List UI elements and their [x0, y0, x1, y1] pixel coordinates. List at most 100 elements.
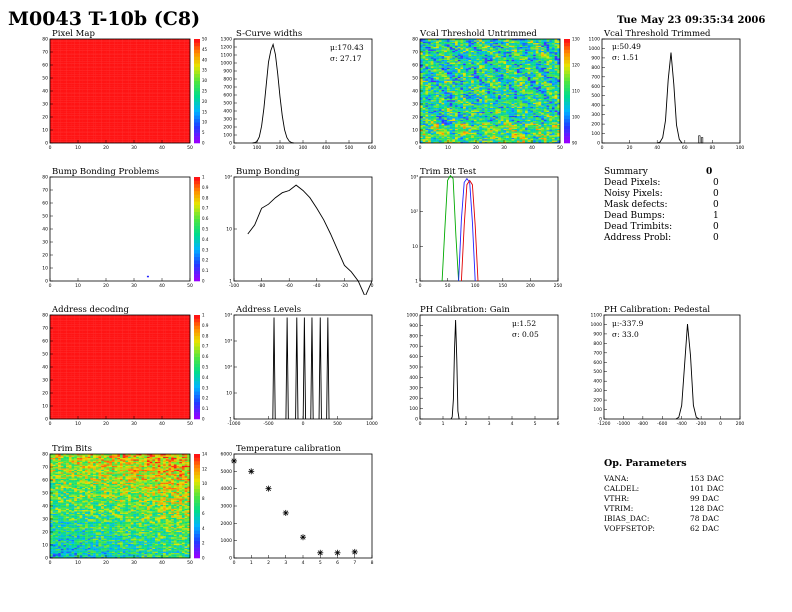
heatmap-cell — [50, 106, 53, 109]
heatmap-cell — [106, 106, 110, 109]
heatmap-cell — [93, 39, 96, 41]
heatmap-cell — [449, 139, 453, 141]
heatmap-cell — [141, 97, 145, 99]
heatmap-cell — [181, 42, 185, 45]
heatmap-cell — [87, 74, 91, 76]
heatmap-cell — [433, 137, 437, 140]
heatmap-cell — [155, 45, 158, 47]
heatmap-cell — [114, 97, 118, 99]
heatmap-cell — [95, 137, 99, 140]
heatmap-cell — [484, 128, 488, 131]
heatmap-cell — [101, 80, 104, 83]
heatmap-cell — [133, 137, 137, 140]
heatmap-cell — [136, 54, 139, 57]
heatmap-cell — [179, 126, 183, 128]
heatmap-cell — [471, 133, 474, 136]
heatmap-cell — [181, 88, 185, 90]
heatmap-cell — [422, 128, 426, 131]
heatmap-cell — [95, 50, 99, 53]
heatmap-cell — [58, 84, 61, 86]
heatmap-cell — [490, 127, 493, 129]
heatmap-cell — [500, 141, 504, 144]
heatmap-cell — [498, 133, 501, 136]
heatmap-cell — [66, 118, 69, 120]
heatmap-cell — [85, 55, 88, 58]
heatmap-cell — [452, 131, 456, 133]
heatmap-cell — [85, 48, 88, 50]
heatmap-cell — [152, 141, 156, 144]
heatmap-cell — [68, 48, 72, 50]
heatmap-cell — [111, 55, 115, 58]
heatmap-cell — [68, 46, 72, 49]
heatmap-cell — [146, 48, 150, 50]
heatmap-cell — [106, 41, 110, 44]
heatmap-cell — [420, 136, 423, 138]
heatmap-cell — [114, 75, 118, 77]
heatmap-cell — [508, 130, 512, 132]
z-tick-label: 50 — [202, 37, 208, 42]
heatmap-cell — [181, 91, 185, 93]
heatmap-cell — [171, 110, 174, 112]
heatmap-cell — [187, 123, 191, 125]
heatmap-cell — [130, 137, 134, 140]
heatmap-cell — [106, 75, 110, 77]
heatmap-cell — [468, 127, 472, 129]
heatmap-cell — [160, 109, 164, 111]
heatmap-cell — [58, 124, 61, 127]
heatmap-cell — [82, 102, 86, 105]
heatmap-cell — [149, 58, 153, 60]
heatmap-cell — [122, 126, 126, 128]
heatmap-cell — [136, 123, 139, 125]
heatmap-cell — [109, 40, 113, 42]
heatmap-cell — [160, 101, 164, 103]
heatmap-cell — [79, 83, 83, 85]
heatmap-cell — [452, 128, 456, 131]
heatmap-cell — [82, 92, 86, 94]
heatmap-cell — [85, 83, 88, 85]
heatmap-cell — [101, 118, 104, 120]
color-scale-cell — [194, 132, 200, 137]
heatmap-cell — [106, 113, 110, 115]
heatmap-cell — [130, 68, 134, 71]
heatmap-cell — [82, 141, 86, 144]
heatmap-cell — [85, 39, 88, 41]
heatmap-cell — [122, 59, 126, 62]
heatmap-cell — [117, 139, 121, 141]
heatmap-cell — [463, 136, 466, 138]
heatmap-cell — [438, 132, 442, 135]
heatmap-cell — [52, 70, 56, 72]
heatmap-cell — [103, 123, 107, 125]
heatmap-cell — [117, 93, 121, 96]
heatmap-cell — [111, 124, 115, 127]
heatmap-cell — [52, 135, 56, 137]
heatmap-cell — [184, 120, 188, 123]
heatmap-cell — [163, 100, 166, 102]
heatmap-cell — [163, 48, 166, 50]
heatmap-cell — [546, 127, 550, 129]
heatmap-cell — [125, 85, 129, 88]
heatmap-cell — [144, 61, 148, 63]
heatmap-cell — [141, 39, 145, 41]
heatmap-cell — [155, 114, 158, 116]
heatmap-cell — [144, 44, 148, 46]
heatmap-cell — [60, 137, 64, 140]
heatmap-cell — [50, 67, 53, 70]
heatmap-cell — [533, 131, 536, 133]
heatmap-cell — [60, 101, 64, 103]
heatmap-cell — [114, 50, 118, 53]
heatmap-cell — [128, 75, 131, 77]
heatmap-cell — [144, 133, 148, 136]
heatmap-cell — [79, 72, 83, 75]
heatmap-cell — [122, 136, 126, 138]
heatmap-cell — [138, 122, 142, 124]
heatmap-cell — [449, 130, 453, 132]
heatmap-cell — [541, 140, 544, 142]
heatmap-cell — [522, 127, 526, 129]
heatmap-cell — [157, 46, 161, 49]
heatmap-cell — [141, 137, 145, 140]
heatmap-cell — [430, 130, 434, 132]
heatmap-cell — [138, 114, 142, 116]
heatmap-cell — [74, 131, 78, 133]
heatmap-cell — [457, 141, 461, 144]
heatmap-cell — [146, 85, 150, 88]
